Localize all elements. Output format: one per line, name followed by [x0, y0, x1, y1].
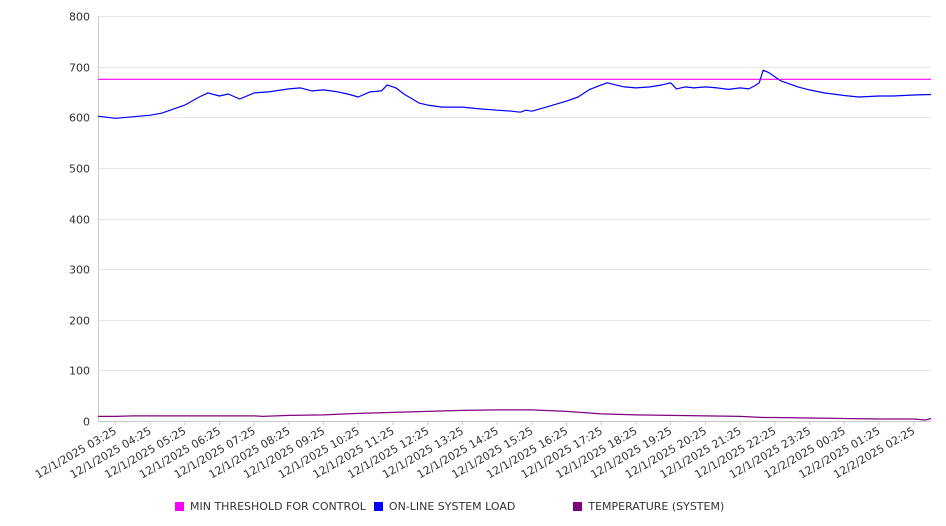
y-tick-label-700: 700: [69, 62, 90, 75]
series-line-system-load: [97, 69, 932, 119]
y-tick-label-400: 400: [69, 214, 90, 227]
y-tick-label-200: 200: [69, 315, 90, 328]
y-tick-label-0: 0: [83, 416, 90, 429]
legend-swatch-system-load: [373, 501, 383, 511]
y-tick-label-800: 800: [69, 11, 90, 24]
legend: MIN THRESHOLD FOR CONTROL ON-LINE SYSTEM…: [175, 498, 732, 514]
legend-item-threshold[interactable]: MIN THRESHOLD FOR CONTROL: [175, 500, 366, 513]
legend-label-threshold: MIN THRESHOLD FOR CONTROL: [190, 499, 366, 513]
axes: [98, 16, 931, 422]
y-tick-label-100: 100: [69, 365, 90, 378]
y-gridlines: [98, 16, 931, 422]
legend-label-temperature: TEMPERATURE (SYSTEM): [588, 499, 725, 513]
legend-swatch-threshold: [175, 501, 184, 511]
y-tick-label-500: 500: [69, 163, 90, 176]
series-lines: [97, 69, 932, 421]
legend-item-temperature[interactable]: TEMPERATURE (SYSTEM): [573, 500, 724, 513]
legend-label-system-load: ON-LINE SYSTEM LOAD: [388, 499, 516, 513]
y-axis-tick-labels: 0 100 200 300 400 500 600 700 800: [69, 11, 90, 429]
legend-swatch-temperature: [573, 501, 583, 511]
y-tick-label-600: 600: [69, 112, 90, 125]
y-tick-label-300: 300: [69, 264, 90, 277]
series-line-temperature: [98, 409, 932, 421]
legend-item-system-load[interactable]: ON-LINE SYSTEM LOAD: [373, 499, 516, 513]
